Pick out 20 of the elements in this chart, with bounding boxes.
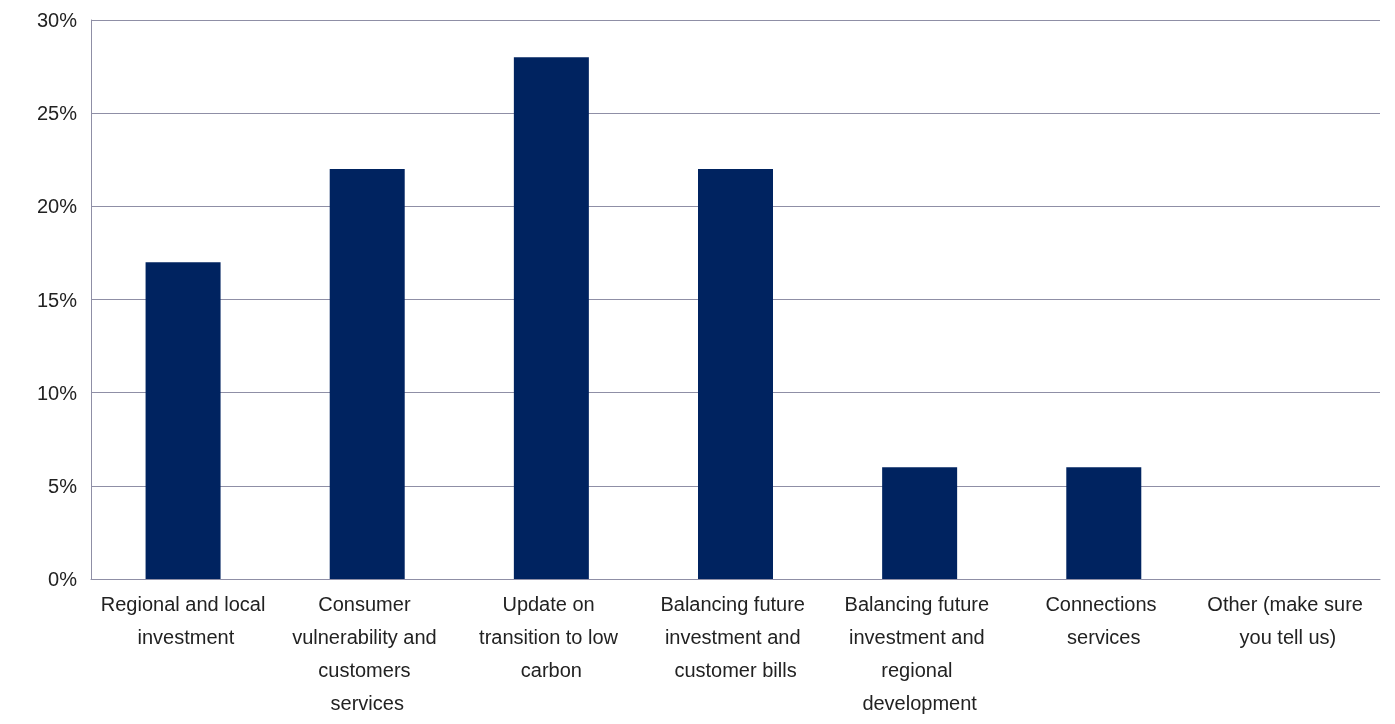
y-tick-label: 30% xyxy=(36,9,78,31)
y-tick-label: 5% xyxy=(48,474,78,497)
y-tick-label: 20% xyxy=(36,195,78,218)
x-tick-label: Consumer vulnerability and customers services xyxy=(292,592,443,714)
bar xyxy=(1066,467,1142,579)
x-tick-label: Connections services xyxy=(1045,592,1163,648)
x-tick-label: Balancing future investment and regional development xyxy=(844,592,995,714)
y-tick-label: 15% xyxy=(36,288,78,311)
x-tick-label: Balancing future investment and customer bills xyxy=(660,592,811,681)
y-tick-label: 25% xyxy=(36,102,78,125)
x-tick-label: Other (make sure you tell us) xyxy=(1207,592,1369,648)
x-tick-label: Update on transition to low carbon xyxy=(479,592,624,681)
bar xyxy=(513,57,589,579)
bar xyxy=(882,467,958,579)
bar xyxy=(698,169,773,579)
bar xyxy=(145,262,221,579)
y-tick-label: 0% xyxy=(48,568,78,590)
x-tick-label: Regional and local investment xyxy=(100,592,266,648)
y-tick-label: 10% xyxy=(36,381,78,404)
bar xyxy=(329,169,405,579)
